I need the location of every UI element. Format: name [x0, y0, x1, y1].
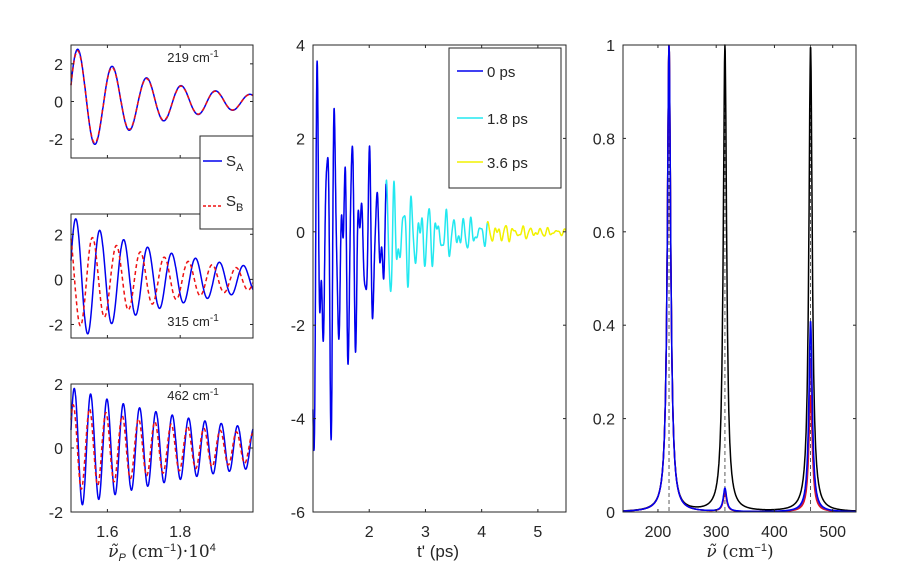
panel-a3-ytick-label: -2	[49, 505, 63, 522]
legend-1_8ps-label: 1.8 ps	[487, 111, 528, 128]
panel-a3-ytick-label: 0	[54, 441, 63, 458]
panel-a3-lines	[70, 387, 254, 506]
panel-a3: 1.6 1.8 -2 0 2 462 cm-1	[49, 377, 254, 541]
panel-a1-ticks: -2 0 2	[49, 45, 253, 158]
panel-b-xlabel: t' (ps)	[417, 542, 459, 561]
panel-c-ytick-label: 0.4	[593, 318, 615, 335]
panel-a2-axes	[70, 213, 254, 339]
panel-b-xtick-label: 4	[477, 524, 486, 541]
panel-a3-sa-line	[70, 387, 254, 506]
panel-a1-sb-line	[70, 50, 254, 144]
panel-b-series-1-line	[385, 179, 489, 293]
panel-c-xtick-label: 200	[645, 524, 672, 541]
legend-sa-label: SA	[226, 153, 244, 174]
panel-b-series-0-line	[312, 60, 387, 452]
panel-b-ticks: 2 3 4 5 -6 -4 -2 0 2 4	[291, 38, 566, 541]
panel-c-ticks: 200 300 400 500 0 0.2 0.4 0.6 0.8 1	[593, 38, 856, 541]
panel-c-xlabel: ν̃ (cm−1)	[706, 542, 773, 562]
panel-a: -2 0 2 219 cm-1 -2 0 2 315 cm-1 1.6 1.8 -2 0 2 4…	[49, 44, 254, 564]
panel-b-axes	[312, 44, 567, 513]
panel-c-ytick-label: 0.2	[593, 412, 615, 429]
panel-a1-ytick-label: 0	[54, 95, 63, 112]
panel-a3-sb-line	[70, 404, 254, 490]
panel-b-ytick-label: -4	[291, 412, 305, 429]
panel-c-ytick-label: 0.6	[593, 225, 615, 242]
legend-0ps-label: 0 ps	[487, 64, 515, 81]
panel-c-ytick-label: 0	[606, 505, 615, 522]
panel-c-lines	[622, 44, 857, 513]
panel-b-xtick-label: 3	[421, 524, 430, 541]
legend-sb-label: SB	[226, 193, 243, 214]
panel-b-ytick-label: -6	[291, 505, 305, 522]
panel-b-xtick-label: 2	[365, 524, 374, 541]
panel-c-series-red-line	[622, 44, 857, 513]
panel-c-xtick-label: 500	[819, 524, 846, 541]
panel-a2: -2 0 2 315 cm-1	[49, 213, 254, 339]
panel-c-xtick-label: 400	[761, 524, 788, 541]
panel-a2-ytick-label: -2	[49, 317, 63, 334]
panel-c-ytick-label: 0.8	[593, 131, 615, 148]
panel-a-xlabel: ν̃P (cm−1)·104	[108, 542, 216, 564]
panel-a2-sa-line	[70, 218, 254, 335]
panel-a2-freq-label: 315 cm-1	[167, 313, 219, 329]
panel-b-ytick-label: 2	[296, 131, 305, 148]
panel-b-ytick-label: 0	[296, 225, 305, 242]
panel-c-series-black-line	[622, 44, 857, 512]
panel-a2-ytick-label: 0	[54, 272, 63, 289]
panel-a2-sb-line	[70, 236, 254, 327]
panel-a3-ytick-label: 2	[54, 377, 63, 394]
panel-c-axes	[622, 44, 857, 513]
legend-3_6ps-label: 3.6 ps	[487, 155, 528, 172]
panel-c-series-blue-line	[622, 44, 857, 513]
panel-c-ytick-label: 1	[606, 38, 615, 55]
panel-a3-xtick-label: 1.8	[169, 524, 191, 541]
panel-b-legend: 0 ps 1.8 ps 3.6 ps	[448, 47, 562, 189]
panel-c-xtick-label: 300	[703, 524, 730, 541]
panel-c: 200 300 400 500 0 0.2 0.4 0.6 0.8 1 ν̃ (cm−1)	[593, 38, 857, 562]
panel-a1: -2 0 2 219 cm-1	[49, 44, 254, 159]
panel-a2-lines	[70, 218, 254, 335]
panel-a2-ticks: -2 0 2	[49, 214, 253, 338]
panel-a3-ticks: 1.6 1.8 -2 0 2	[49, 377, 253, 541]
panel-b-xtick-label: 5	[533, 524, 542, 541]
panel-b-ytick-label: 4	[296, 38, 305, 55]
panel-a1-freq-label: 219 cm-1	[167, 49, 219, 65]
panel-a1-ytick-label: -2	[49, 132, 63, 149]
panel-a3-freq-label: 462 cm-1	[167, 387, 219, 403]
panel-a2-ytick-label: 2	[54, 227, 63, 244]
panel-a-legend: SA SB	[199, 135, 254, 230]
panel-b-ytick-label: -2	[291, 318, 305, 335]
panel-c-series-purple-line	[622, 44, 857, 513]
panel-b-lines	[312, 60, 567, 452]
panel-a1-lines	[70, 48, 254, 146]
panel-a3-xtick-label: 1.6	[96, 524, 118, 541]
panel-a-legend-box	[199, 135, 254, 230]
panel-a1-sa-line	[70, 48, 254, 146]
panel-b-series-2-line	[486, 220, 567, 243]
panel-a1-ytick-label: 2	[54, 57, 63, 74]
panel-b: 2 3 4 5 -6 -4 -2 0 2 4 t' (ps) 0 ps 1.8 ps 3.6 ps	[291, 38, 567, 561]
